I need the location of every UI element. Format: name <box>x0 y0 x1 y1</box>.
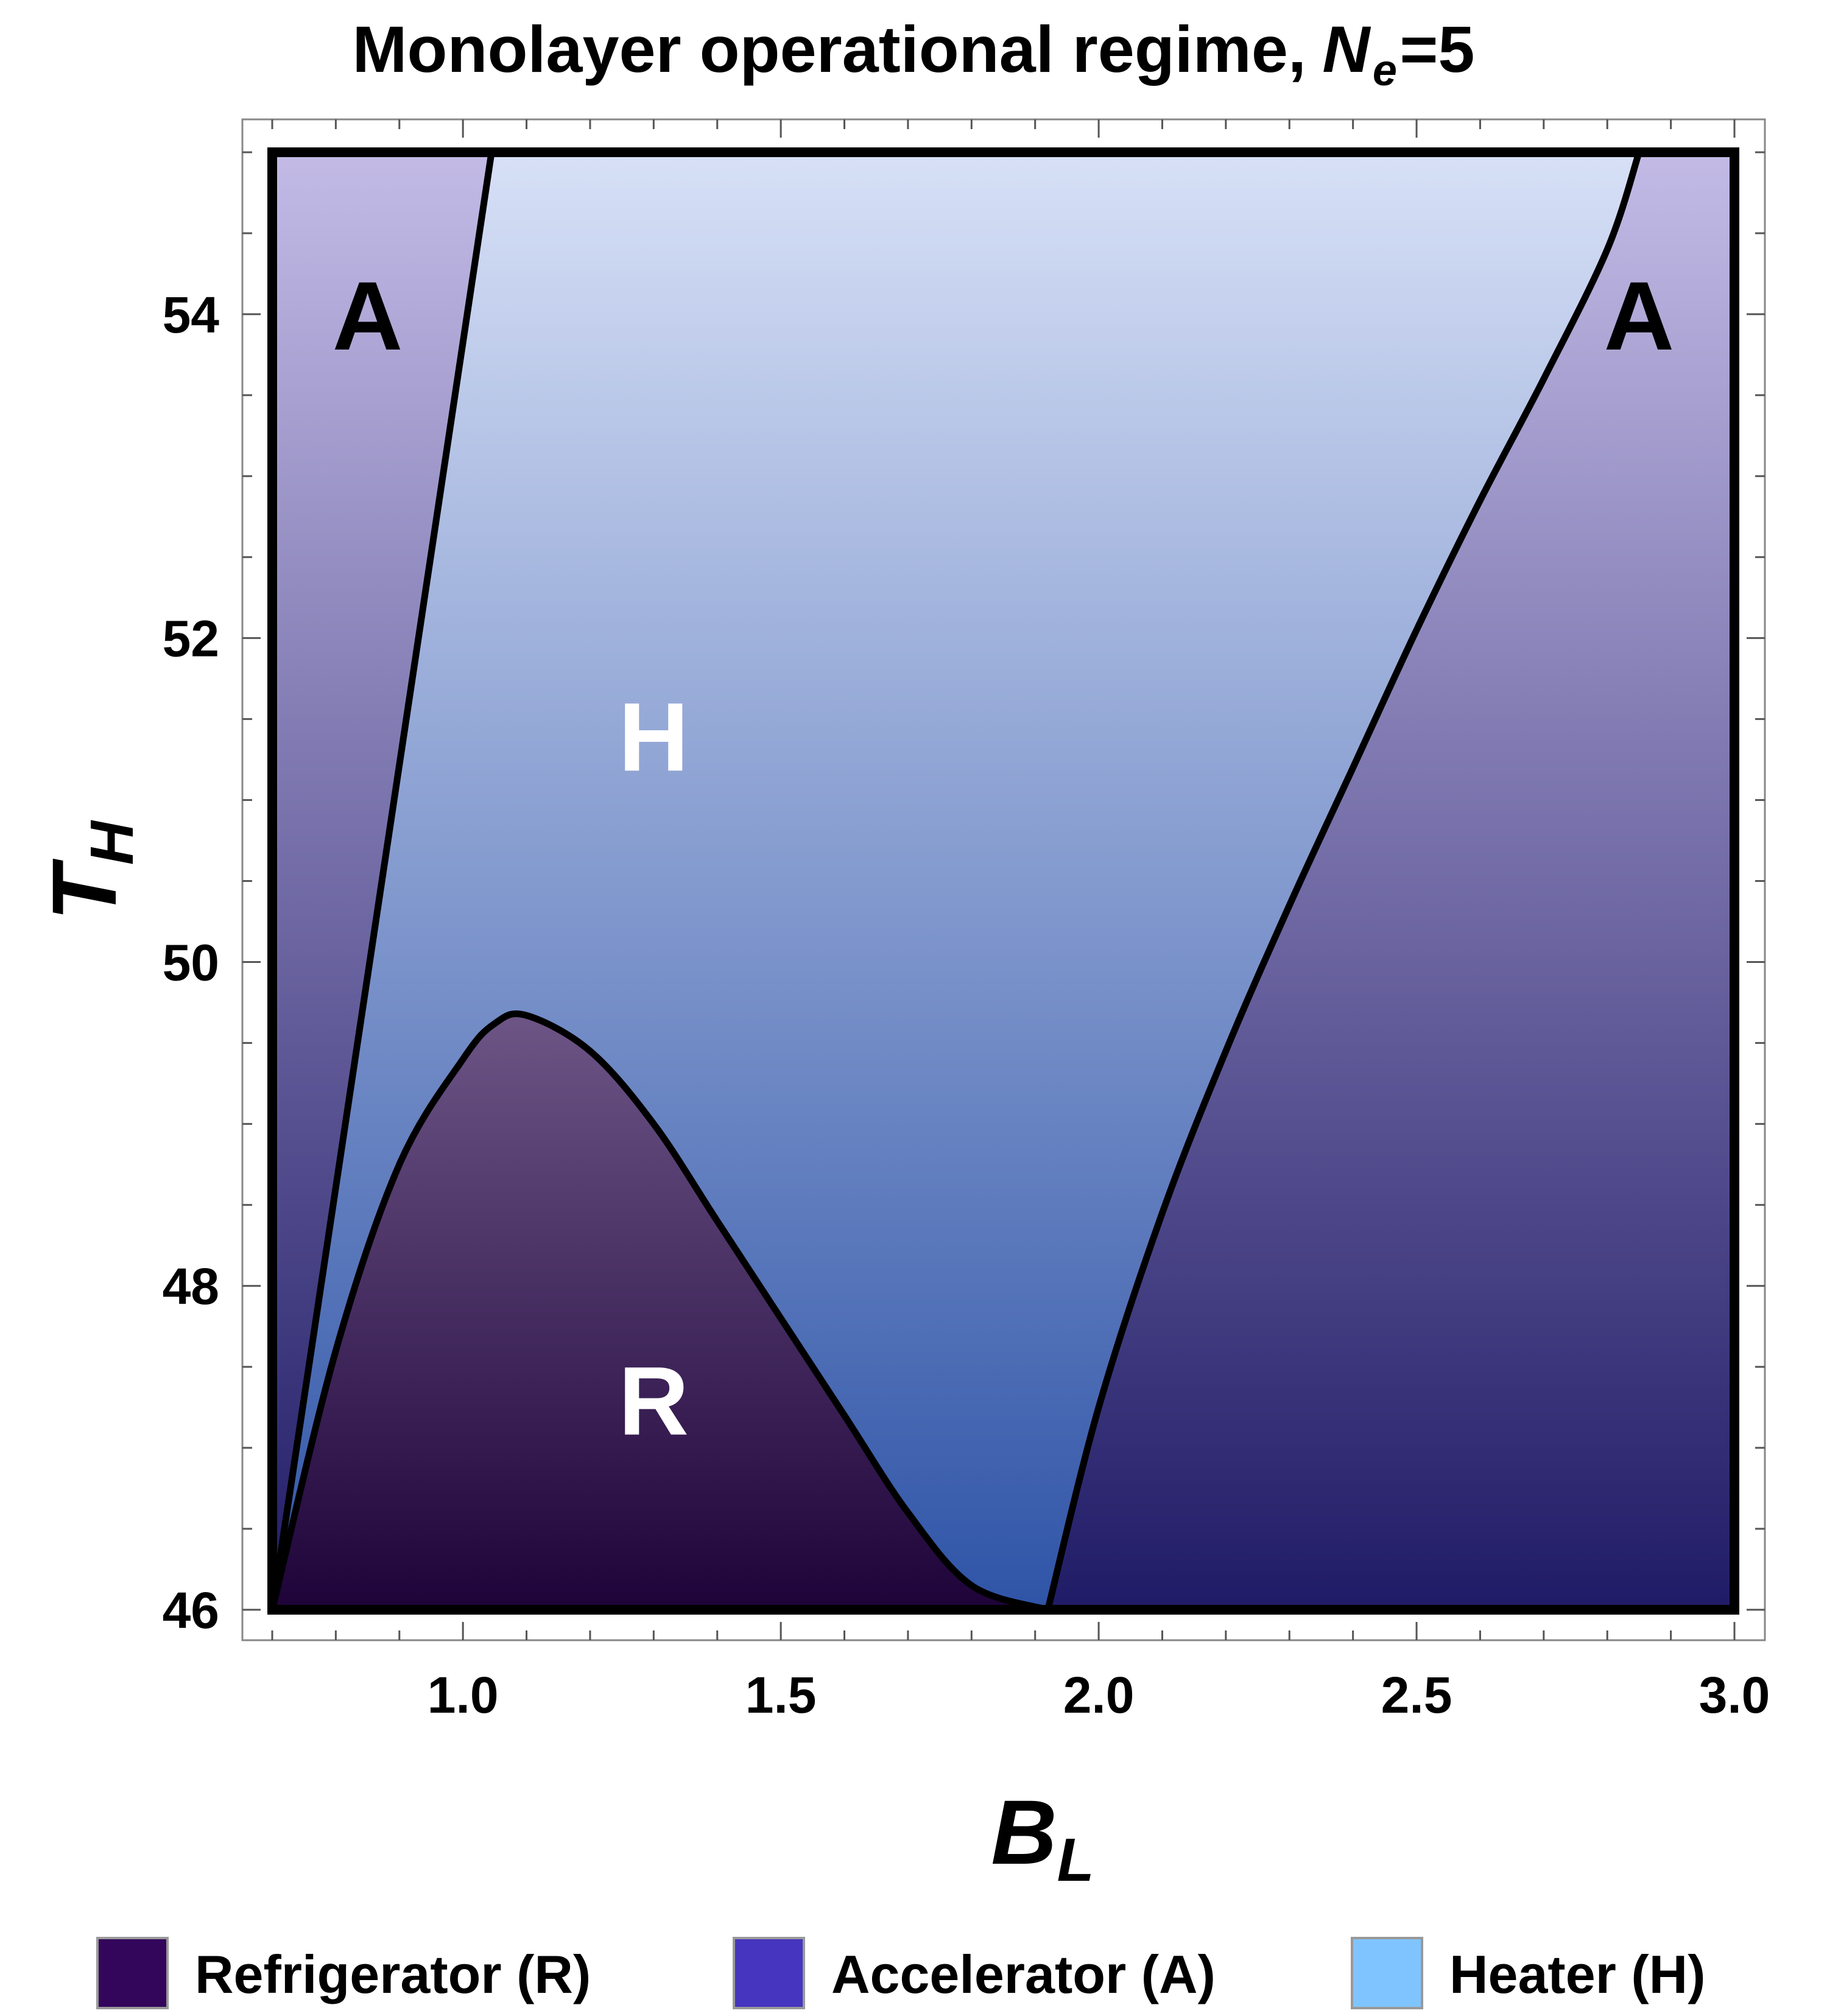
region-label-a: A <box>1604 261 1675 370</box>
legend-item: Heater (H) <box>1351 1937 1706 2009</box>
plot-area <box>272 152 1734 1610</box>
legend-item: Refrigerator (R) <box>96 1937 591 2009</box>
y-tick-label: 50 <box>163 934 219 991</box>
dome-boundary-line <box>269 1010 1049 1613</box>
chart-title: Monolayer operational regime, N e =5 <box>353 12 1475 95</box>
x-tick-label: 2.0 <box>1063 1666 1135 1724</box>
refrigerator-region <box>272 1013 1048 1610</box>
legend-item: Accelerator (A) <box>733 1937 1216 2009</box>
legend-swatch <box>733 1937 805 2009</box>
region-label-a: A <box>333 261 403 370</box>
legend-label: Heater (H) <box>1449 1944 1706 2004</box>
y-axis-label: TH <box>33 820 146 921</box>
y-tick-label: 54 <box>163 286 220 344</box>
y-tick-label: 46 <box>163 1582 219 1639</box>
y-tick-label: 48 <box>163 1258 219 1315</box>
x-tick-labels: 1.0 1.5 2.0 2.5 3.0 <box>428 1666 1770 1724</box>
x-tick-label: 1.5 <box>745 1666 817 1724</box>
left-boundary-line <box>269 152 495 1610</box>
x-axis-label: BL <box>991 1781 1094 1894</box>
legend: Refrigerator (R) Accelerator (A) Heater (H… <box>96 1937 1706 2009</box>
y-tick-label: 52 <box>163 610 219 668</box>
y-tick-labels: 46 48 50 52 54 <box>163 286 220 1639</box>
legend-swatch <box>96 1937 169 2009</box>
x-tick-label: 2.5 <box>1381 1666 1452 1724</box>
frame-ticks <box>242 119 1765 1640</box>
x-tick-label: 1.0 <box>428 1666 499 1724</box>
right-boundary-line <box>1044 151 1642 1611</box>
frame-box <box>241 118 1766 1641</box>
region-label-r: R <box>619 1346 689 1455</box>
legend-label: Refrigerator (R) <box>195 1944 591 2004</box>
region-label-h: H <box>619 682 689 791</box>
legend-label: Accelerator (A) <box>831 1944 1216 2004</box>
legend-swatch <box>1351 1937 1423 2009</box>
region-labels: A H R A <box>333 261 1674 1455</box>
boundary-lines <box>269 151 1642 1613</box>
x-tick-label: 3.0 <box>1699 1666 1770 1724</box>
plot-border <box>267 147 1739 1615</box>
